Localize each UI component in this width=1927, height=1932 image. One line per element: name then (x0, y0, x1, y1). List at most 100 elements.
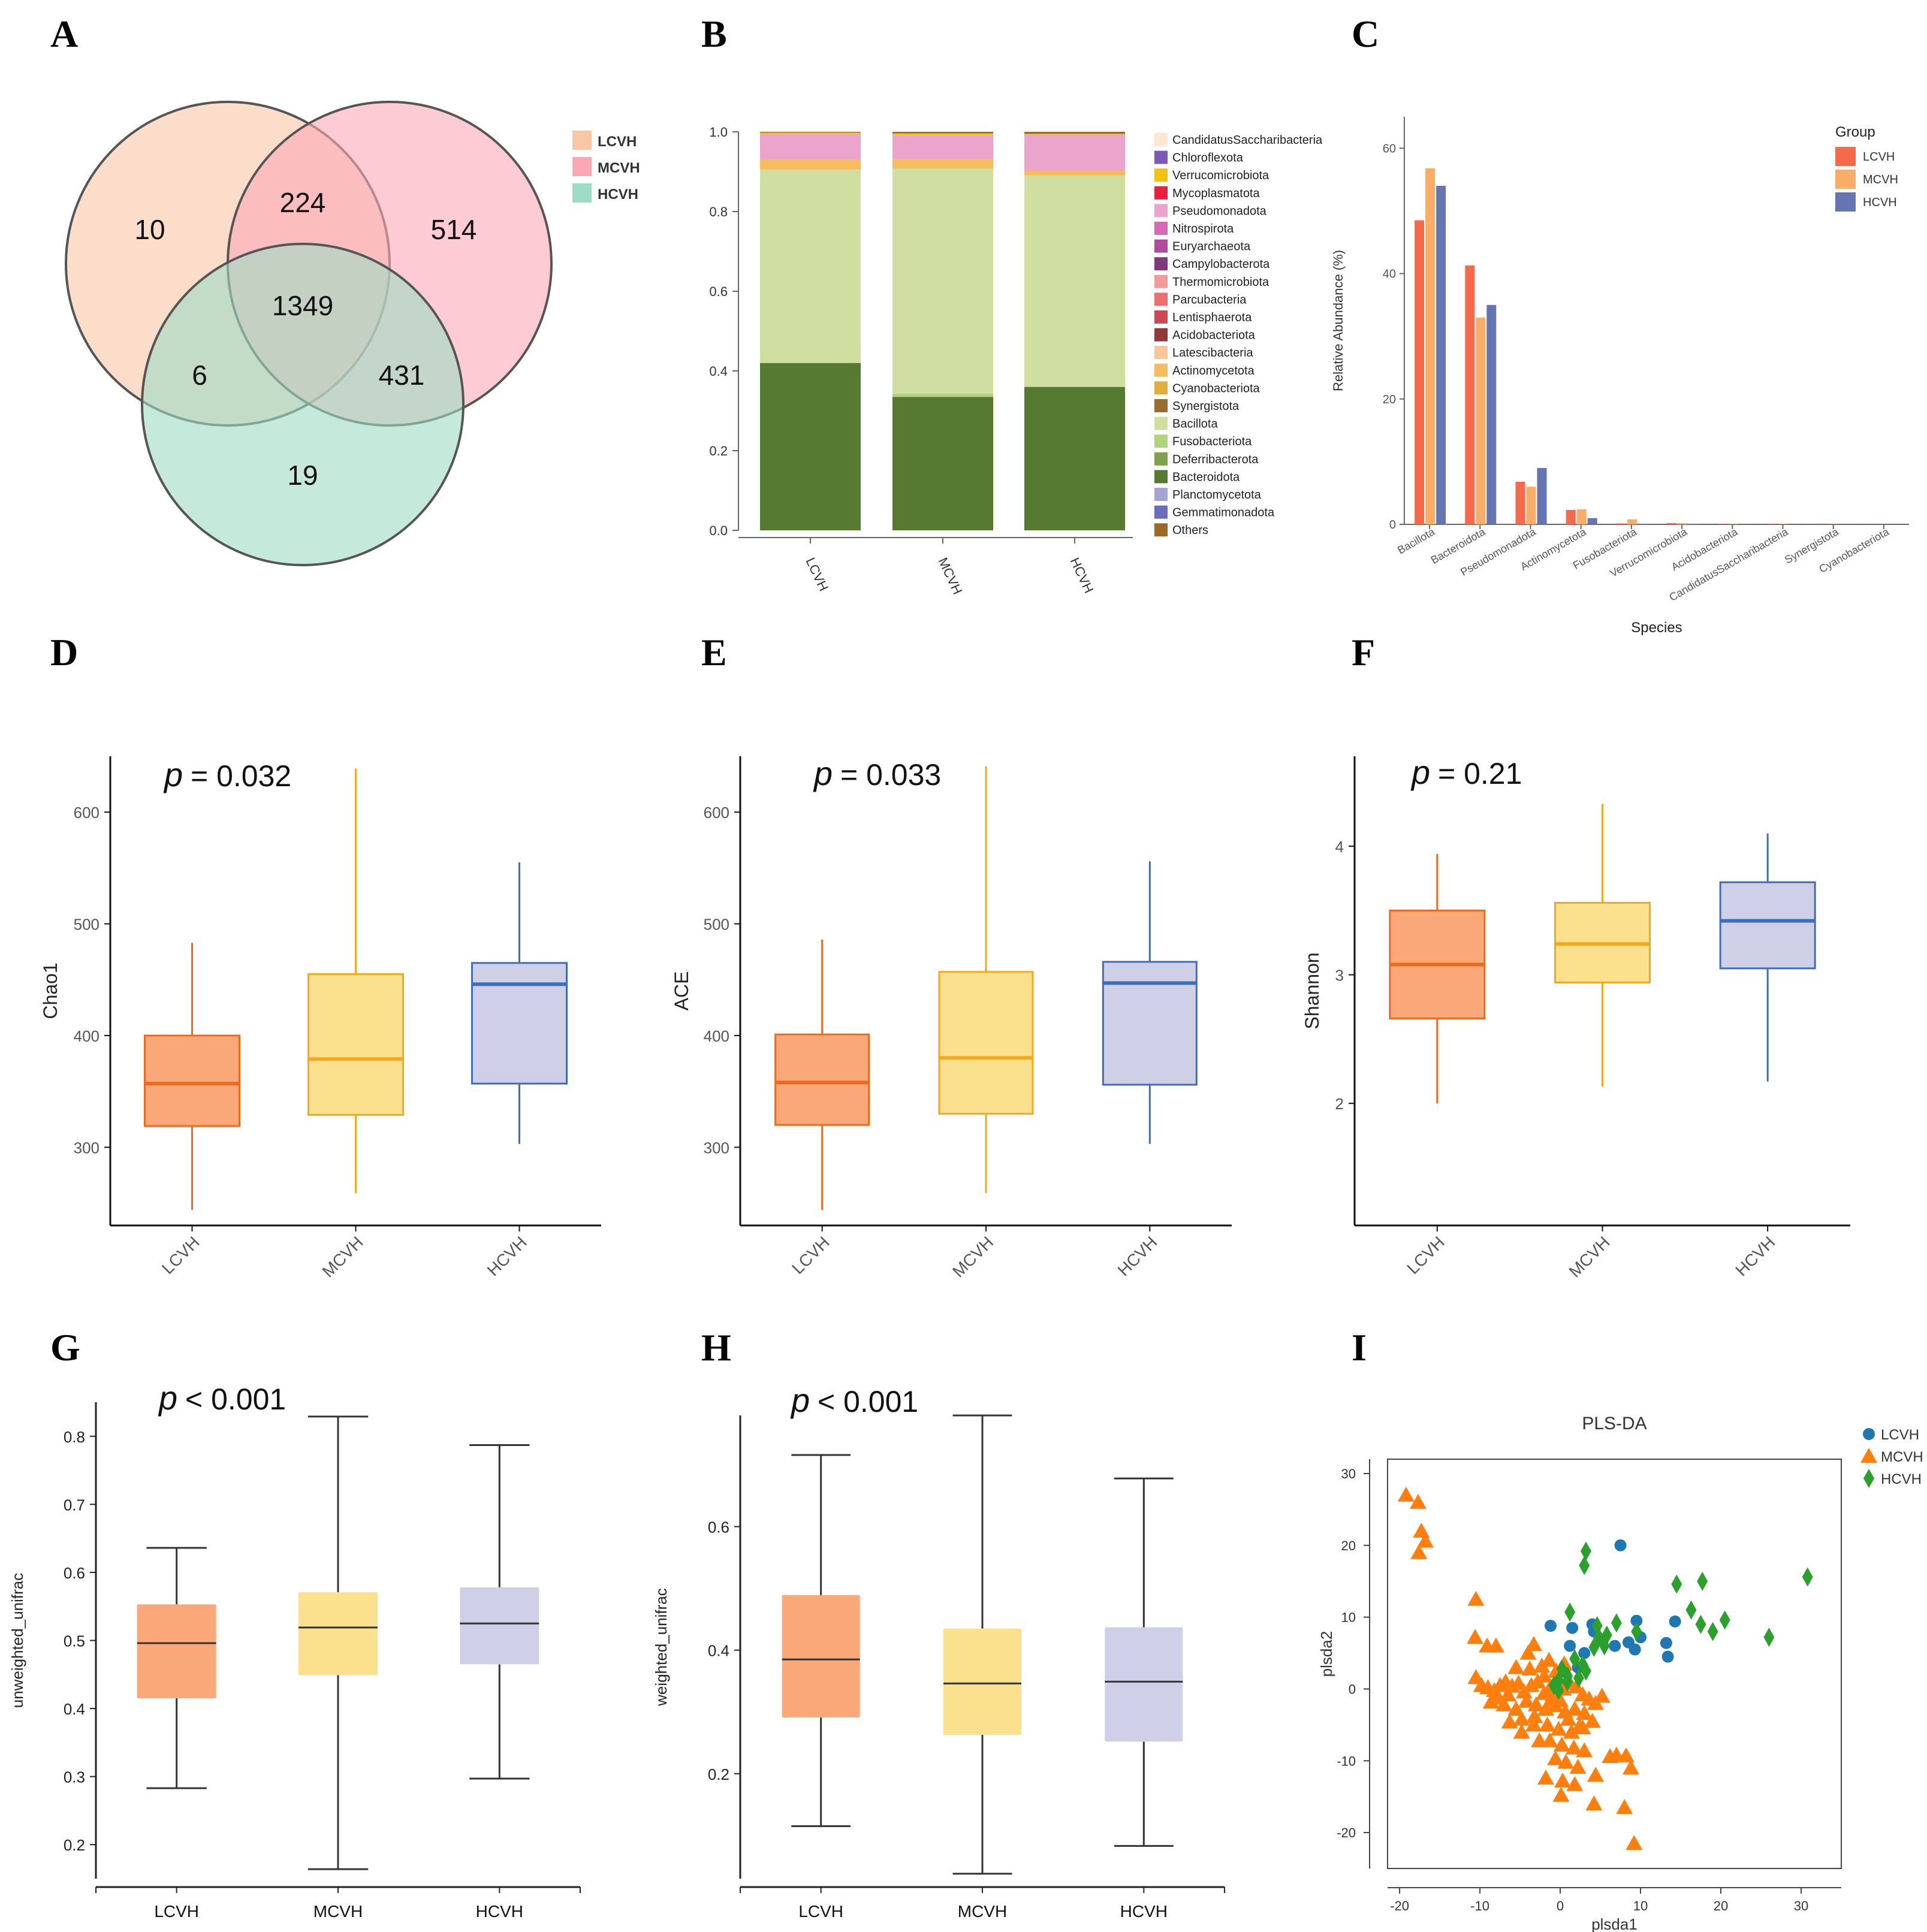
p-value-symbol: p (158, 1379, 177, 1417)
bar-segment (892, 135, 993, 159)
point-mcvh (1541, 1732, 1558, 1747)
point-hcvh (1611, 1613, 1622, 1633)
point-mcvh (1467, 1590, 1485, 1606)
legend-label: Latescibacteria (1172, 346, 1253, 360)
plot-frame (1387, 1459, 1842, 1869)
bar-segment (892, 132, 993, 134)
bar-lcvh (1415, 220, 1425, 524)
y-tick-label: 20 (1383, 393, 1396, 406)
legend-swatch (1154, 168, 1168, 182)
point-lcvh (1564, 1640, 1576, 1652)
legend-label: Gemmatimonadota (1172, 506, 1275, 520)
point-mcvh (1569, 1759, 1587, 1774)
x-tick-label: LCVH (798, 1902, 843, 1921)
point-mcvh (1487, 1637, 1504, 1653)
y-tick-label: 1.0 (709, 125, 728, 140)
y-tick-label: 0.2 (708, 1765, 729, 1783)
point-hcvh (1719, 1610, 1730, 1630)
y-tick-label: 0.4 (708, 1642, 729, 1660)
legend-label: Fusobacteriota (1172, 435, 1252, 448)
bar-hcvh (1587, 518, 1597, 524)
y-tick-label: 10 (1341, 1610, 1356, 1625)
point-hcvh (1573, 1668, 1584, 1688)
x-tick-label: 30 (1794, 1898, 1808, 1913)
x-tick-label: MCVH (949, 1233, 997, 1281)
box-mcvh (943, 1628, 1021, 1735)
point-mcvh (1518, 1692, 1535, 1708)
point-hcvh (1695, 1614, 1706, 1634)
y-axis-title: Chao1 (40, 962, 61, 1019)
box-mcvh (938, 971, 1034, 1115)
x-tick-label: MCVH (958, 1902, 1007, 1921)
legend-swatch (1154, 488, 1168, 501)
legend-swatch-mcvh (572, 157, 592, 176)
y-tick-label: 300 (704, 1139, 729, 1157)
point-lcvh (1566, 1622, 1579, 1634)
legend-swatch (1154, 523, 1168, 537)
bar-segment (1024, 176, 1125, 387)
point-mcvh (1617, 1747, 1635, 1762)
box-hcvh (460, 1587, 539, 1665)
point-mcvh (1536, 1667, 1553, 1683)
point-mcvh (1547, 1750, 1564, 1765)
boxplot-chao1: 300 400 500 600 Chao1 p = 0.032 LCVH MCVH HCVH (40, 756, 601, 1281)
x-tick-label: HCVH (1732, 1233, 1778, 1279)
point-mcvh (1525, 1716, 1542, 1732)
legend-marker-hcvh (1863, 1469, 1874, 1488)
y-tick-label: 0.3 (64, 1768, 85, 1786)
point-mcvh (1567, 1678, 1585, 1693)
x-tick-label: LCVH (154, 1902, 199, 1921)
y-tick-label: 400 (704, 1027, 729, 1045)
legend-label-hcvh: HCVH (1863, 196, 1897, 209)
point-mcvh (1507, 1700, 1525, 1716)
y-tick-label: 30 (1341, 1466, 1356, 1481)
point-mcvh (1626, 1835, 1643, 1851)
point-mcvh (1622, 1759, 1639, 1775)
panel-letter-f: F (1352, 631, 1375, 674)
box-lcvh (774, 1033, 870, 1126)
point-mcvh (1587, 1767, 1605, 1782)
y-tick-label: 0.2 (64, 1836, 85, 1854)
legend-label: Synergistota (1172, 400, 1240, 413)
y-axis-title: Relative Abundance (%) (1331, 250, 1346, 391)
point-mcvh (1413, 1522, 1430, 1538)
bar-segment (760, 134, 861, 160)
legend-label: Bacteroidota (1172, 470, 1240, 484)
point-mcvh (1416, 1532, 1434, 1548)
venn-count-lh: 6 (192, 360, 207, 391)
legend-swatch-hcvh (572, 183, 592, 203)
legend-swatch-mcvh (1835, 170, 1856, 189)
point-hcvh (1685, 1600, 1697, 1620)
y-tick-label: 20 (1341, 1538, 1356, 1553)
stacked-bar-chart: 0.0 0.2 0.4 0.6 0.8 1.0 LCVH MCVH HCVH Candidatus… (709, 125, 1323, 597)
y-tick-label: 0.2 (709, 443, 728, 458)
point-mcvh (1410, 1544, 1428, 1559)
point-hcvh (1556, 1659, 1567, 1679)
bar-lcvh (1465, 265, 1475, 524)
point-hcvh (1580, 1541, 1591, 1561)
legend-label: Mycoplasmatota (1172, 187, 1260, 200)
point-mcvh (1489, 1689, 1506, 1704)
point-mcvh (1397, 1486, 1415, 1502)
point-lcvh (1578, 1647, 1591, 1659)
chart-title: PLS-DA (1582, 1414, 1646, 1433)
legend-title: Group (1835, 124, 1875, 140)
y-tick-label: 0.7 (64, 1496, 85, 1514)
bar-mcvh (1576, 509, 1587, 524)
point-hcvh (1802, 1567, 1813, 1587)
point-mcvh (1409, 1493, 1427, 1509)
p-value-text: = 0.032 (191, 759, 291, 793)
y-axis-title: ACE (671, 971, 692, 1011)
point-mcvh (1585, 1795, 1603, 1811)
legend-swatch (1154, 257, 1168, 271)
legend-label-hcvh: HCVH (598, 186, 638, 203)
point-lcvh (1544, 1619, 1557, 1632)
y-tick-label: -20 (1337, 1825, 1356, 1840)
y-axis-title: plsda2 (1317, 1631, 1335, 1677)
venn-count-h_only: 19 (287, 460, 318, 491)
legend-label-mcvh: MCVH (598, 160, 640, 176)
bar-segment (760, 132, 861, 134)
p-value-text: = 0.033 (840, 758, 941, 792)
